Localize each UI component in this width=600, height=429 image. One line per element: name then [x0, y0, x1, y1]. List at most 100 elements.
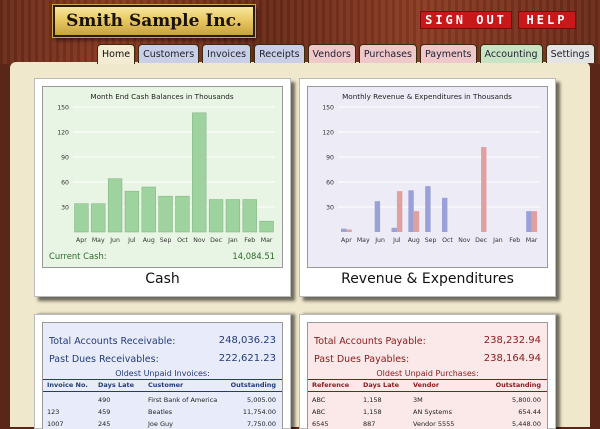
y-tick-label: 90 [61, 155, 69, 162]
ar-total-label: Total Accounts Receivable: [49, 336, 176, 347]
tab-customers[interactable]: Customers [138, 44, 200, 63]
tab-invoices[interactable]: Invoices [202, 44, 252, 63]
x-tick-label: Jan [227, 237, 238, 244]
main-nav-tabs: Home Customers Invoices Receipts Vendors… [97, 44, 595, 64]
x-tick-label: May [92, 237, 105, 244]
revenue-caption: Revenue & Expenditures [341, 271, 514, 287]
company-logo: Smith Sample Inc. [53, 5, 255, 37]
ar-row-1-invoice[interactable]: 123 [47, 408, 60, 416]
y-tick-label: 150 [57, 105, 69, 112]
ap-row-1-reference[interactable]: ABC [312, 408, 326, 416]
tab-vendors[interactable]: Vendors [307, 44, 356, 63]
x-tick-label: Feb [244, 237, 255, 244]
ap-row-0-outstanding: 5,800.00 [512, 396, 541, 404]
cash-card: Month End Cash Balances in Thousands 30 60… [34, 78, 291, 297]
receivables-card: Total Accounts Receivable: 248,036.23 Pa… [34, 314, 291, 429]
x-tick-label: Jun [109, 237, 120, 244]
current-cash-value: 14,084.51 [232, 251, 275, 261]
y-tick-label: 120 [322, 130, 334, 137]
cash-bar [91, 203, 106, 233]
receivables-frame: Total Accounts Receivable: 248,036.23 Pa… [42, 322, 283, 429]
ar-row-1-outstanding: 11,754.00 [242, 408, 276, 416]
ap-row-2-outstanding: 5,448.00 [512, 420, 541, 428]
ar-row-1-days: 459 [98, 408, 111, 416]
cash-bar [225, 199, 241, 233]
revenue-bar [425, 186, 431, 232]
y-tick-label: 90 [326, 155, 334, 162]
cash-caption: Cash [145, 271, 180, 287]
payables-card: Total Accounts Payable: 238,232.94 Past … [299, 314, 556, 429]
expenditure-bar [396, 191, 403, 232]
ar-pastdue-value: 222,621.23 [218, 353, 276, 364]
revenue-bar [341, 228, 347, 232]
ap-divider [308, 379, 547, 380]
cash-bar [141, 186, 156, 233]
cash-bar [175, 195, 190, 233]
tab-receipts[interactable]: Receipts [254, 44, 305, 63]
x-tick-label: Jun [374, 237, 385, 244]
cash-bar [74, 203, 89, 233]
ap-row-1-vendor[interactable]: AN Systems [413, 408, 452, 416]
ar-row-1-customer[interactable]: Beatles [148, 408, 173, 416]
x-tick-label: Dec [210, 237, 223, 244]
ap-header-rule [308, 391, 547, 392]
ar-row-0-customer[interactable]: First Bank of America [148, 396, 218, 404]
ar-divider [43, 379, 282, 380]
ap-total-label: Total Accounts Payable: [314, 336, 426, 347]
revenue-chart-frame: Monthly Revenue & Expenditures in Thousa… [307, 86, 548, 268]
revenue-chart: Monthly Revenue & Expenditures in Thousa… [322, 92, 540, 244]
cash-bar [158, 195, 173, 233]
ap-row-0-vendor[interactable]: 3M [413, 396, 423, 404]
help-button[interactable]: HELP [518, 11, 576, 29]
y-tick-label: 30 [61, 205, 69, 212]
tab-settings[interactable]: Settings [545, 44, 595, 63]
ap-col-outstanding: Outstanding [495, 381, 541, 389]
expenditure-bar [481, 147, 487, 232]
ap-col-days: Days Late [363, 381, 399, 389]
ap-col-vendor: Vendor [413, 381, 440, 389]
x-tick-label: May [357, 237, 370, 244]
x-tick-label: Dec [475, 237, 488, 244]
x-tick-label: Jul [127, 237, 136, 244]
x-tick-label: Aug [143, 237, 155, 244]
ar-row-2-customer[interactable]: Joe Guy [148, 420, 173, 428]
x-tick-label: Apr [341, 237, 352, 244]
ar-col-days: Days Late [98, 381, 134, 389]
x-tick-label: Aug [408, 237, 420, 244]
expenditure-bar [531, 211, 537, 232]
ap-total-value: 238,232.94 [483, 335, 541, 346]
cash-bar [124, 190, 140, 233]
revenue-bar [442, 197, 448, 232]
ap-section-title: Oldest Unpaid Purchases: [376, 369, 479, 378]
ap-row-0-days: 1,158 [363, 396, 382, 404]
ap-row-2-reference[interactable]: 6545 [312, 420, 329, 428]
ar-header-rule [43, 391, 282, 392]
x-tick-label: Oct [177, 237, 188, 244]
cash-bar [242, 199, 257, 233]
ar-section-title: Oldest Unpaid Invoices: [115, 369, 210, 378]
y-tick-label: 60 [326, 180, 334, 187]
sign-out-button[interactable]: SIGN OUT [420, 11, 512, 29]
x-tick-label: Sep [425, 237, 437, 244]
ap-pastdue-value: 238,164.94 [483, 353, 541, 364]
ar-col-customer: Customer [148, 381, 184, 389]
cash-chart: Month End Cash Balances in Thousands 30 60… [49, 92, 275, 261]
tab-purchases[interactable]: Purchases [358, 44, 417, 63]
tab-accounting[interactable]: Accounting [479, 44, 543, 63]
tab-home[interactable]: Home [97, 44, 136, 64]
ap-row-2-days: 887 [363, 420, 376, 428]
ap-row-2-vendor[interactable]: Vendor 5555 [413, 420, 455, 428]
cash-bar [192, 112, 207, 233]
cash-chart-frame: Month End Cash Balances in Thousands 30 60… [42, 86, 283, 268]
ar-row-0-outstanding: 5,005.00 [247, 396, 276, 404]
tab-payments[interactable]: Payments [419, 44, 477, 63]
ar-row-2-invoice[interactable]: 1007 [47, 420, 64, 428]
ar-row-2-outstanding: 7,750.00 [247, 420, 276, 428]
x-tick-label: Mar [526, 237, 538, 244]
ap-row-0-reference[interactable]: ABC [312, 396, 326, 404]
chart-title: Monthly Revenue & Expenditures in Thousa… [342, 92, 512, 101]
cash-bar [259, 220, 274, 233]
x-tick-label: Nov [193, 237, 205, 244]
ar-pastdue-label: Past Dues Receivables: [49, 354, 159, 365]
x-tick-label: Apr [76, 237, 87, 244]
